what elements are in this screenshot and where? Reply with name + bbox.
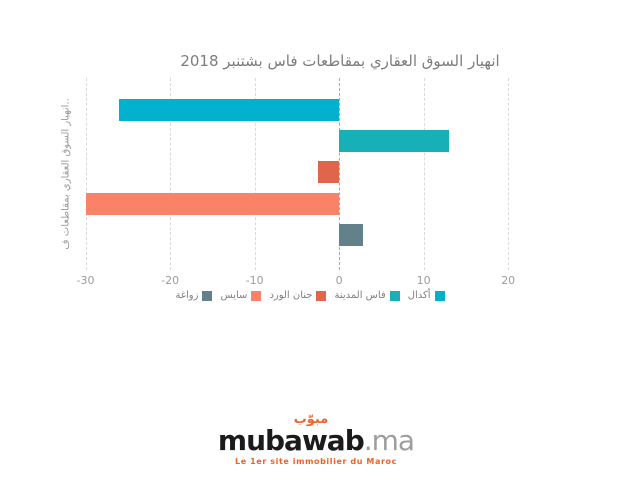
legend-item-sais[interactable]: سايس (220, 290, 262, 301)
legend-swatch-icon (202, 290, 213, 301)
legend-label: أكدال (407, 290, 431, 301)
legend-swatch-icon (251, 290, 262, 301)
bar-agdal[interactable] (119, 99, 340, 121)
legend-item-zouagha[interactable]: زواغة (175, 290, 213, 301)
gridline (254, 78, 256, 270)
x-tick-label: -20 (161, 274, 180, 287)
gridline (423, 78, 425, 270)
logo-brand-text: mubawab (217, 424, 365, 457)
legend-swatch-icon (389, 290, 400, 301)
x-axis-tick-labels: -30 -20 -10 0 10 20 (72, 274, 520, 288)
legend: أكدال فاس المدينة جنان الورد سايس زواغة (0, 290, 620, 301)
x-tick-label: 20 (501, 274, 516, 287)
x-tick-label: 10 (416, 274, 431, 287)
legend-swatch-icon (316, 290, 327, 301)
gridline (170, 78, 172, 270)
chart-title: انهيار السوق العقاري بمقاطعات فاس بشتنبر… (180, 52, 500, 70)
legend-label: سايس (220, 290, 248, 301)
legend-label: فاس المدينة (334, 290, 386, 301)
bar-sais[interactable] (85, 192, 340, 215)
logo-wordmark: mubawab.ma (0, 427, 632, 455)
plot-area (72, 78, 520, 270)
y-axis-title: ..انهيار السوق العقاري بمقاطعات ف (60, 98, 72, 250)
legend-item-agdal[interactable]: أكدال (408, 290, 445, 301)
zero-gridline (339, 78, 341, 270)
legend-item-fes-medina[interactable]: فاس المدينة (334, 290, 400, 301)
logo-arabic-text: مبوّب (293, 412, 329, 427)
gridline (508, 78, 510, 270)
gridline (85, 78, 87, 270)
legend-swatch-icon (434, 290, 445, 301)
legend-label: جنان الورد (269, 290, 313, 301)
logo-tagline: Le 1er site immobilier du Maroc (235, 457, 397, 466)
logo-tld-text: .ma (363, 424, 415, 457)
legend-label: زواغة (175, 290, 199, 301)
bar-jnan-lward[interactable] (318, 161, 340, 184)
x-tick-label: -10 (245, 274, 264, 287)
x-tick-label: -30 (76, 274, 95, 287)
x-tick-label: 0 (335, 274, 343, 287)
bar-fes-medina[interactable] (339, 130, 449, 153)
bar-zouagha[interactable] (339, 223, 363, 246)
legend-item-jnan-lward[interactable]: جنان الورد (269, 290, 327, 301)
mubawab-logo: مبوّب mubawab.ma Le 1er site immobilier … (0, 413, 632, 466)
